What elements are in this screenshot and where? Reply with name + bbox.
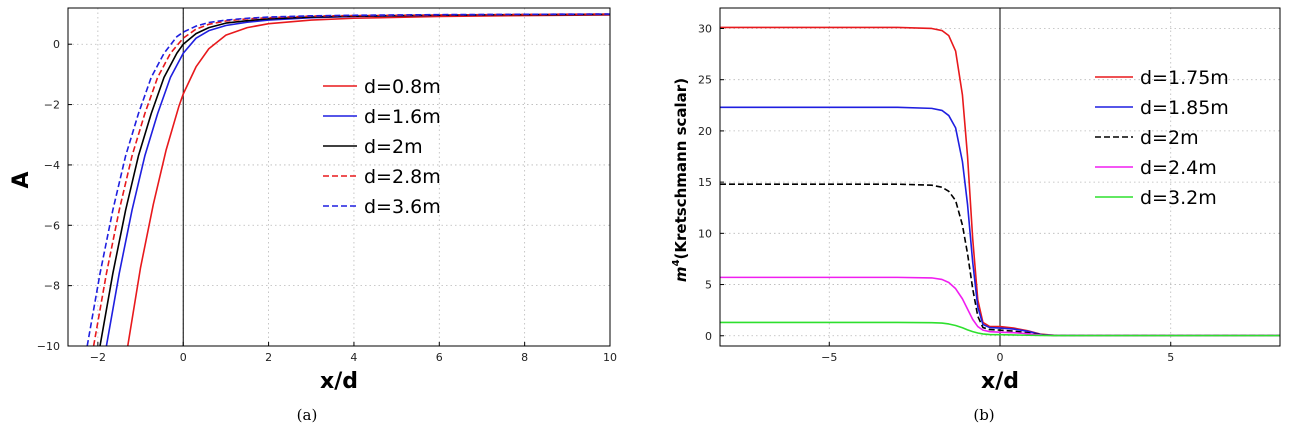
chart-a-series-line-1 xyxy=(105,13,610,346)
chart-a-legend-label-0: d=0.8m xyxy=(364,76,441,98)
chart-b-caption: (b) xyxy=(973,406,994,424)
chart-a-x-axis-label: x/d xyxy=(320,369,358,394)
chart-b-x-tick-label-2: 5 xyxy=(1167,351,1174,364)
chart-panel-a: −2 0 2 4 6 8 10 −10 −8 −6 −4 −2 0 x/d A d=0.8m d=1.6… xyxy=(9,7,617,424)
chart-b-x-axis-label: x/d xyxy=(981,369,1019,394)
chart-b-y-tick-label-5: 25 xyxy=(698,74,712,87)
chart-a-legend-label-3: d=2.8m xyxy=(364,166,441,188)
chart-a-caption: (a) xyxy=(297,406,318,424)
chart-b-legend-label-3: d=2.4m xyxy=(1140,157,1217,179)
chart-a-grid xyxy=(68,8,611,347)
chart-a-legend-label-2: d=2m xyxy=(364,136,423,158)
chart-a-x-ticks: −2 0 2 4 6 8 10 xyxy=(90,342,617,364)
chart-b-legend: d=1.75m d=1.85m d=2m d=2.4m d=3.2m xyxy=(1095,67,1229,209)
chart-b-y-axis-label-sup: 4 xyxy=(671,259,682,266)
chart-b-x-tick-label-1: 0 xyxy=(997,351,1004,364)
chart-a-y-tick-label-5: 0 xyxy=(53,38,60,51)
chart-panel-b: −5 0 5 0 5 10 15 20 25 30 x/d m4(Kretschmann sca… xyxy=(671,7,1281,424)
chart-a-y-tick-label-1: −8 xyxy=(44,280,60,293)
chart-a-y-axis-label: A xyxy=(9,171,34,188)
chart-b-y-tick-label-0: 0 xyxy=(705,330,712,343)
chart-a-legend: d=0.8m d=1.6m d=2m d=2.8m d=3.6m xyxy=(323,76,441,218)
chart-b-y-axis-label-main: m xyxy=(672,266,690,282)
chart-a-y-tick-label-2: −6 xyxy=(44,219,60,232)
chart-b-legend-label-0: d=1.75m xyxy=(1140,67,1229,89)
chart-a-series xyxy=(86,13,610,346)
chart-b-y-tick-label-6: 30 xyxy=(698,22,712,35)
chart-a-x-tick-label-1: 0 xyxy=(180,351,187,364)
chart-a-x-tick-label-5: 8 xyxy=(521,351,528,364)
chart-a-legend-label-1: d=1.6m xyxy=(364,106,441,128)
chart-a-frame xyxy=(67,7,611,347)
chart-a-x-tick-label-0: −2 xyxy=(90,351,106,364)
chart-a-x-tick-label-3: 4 xyxy=(350,351,357,364)
chart-a-x-tick-label-6: 10 xyxy=(603,351,617,364)
chart-b-legend-label-2: d=2m xyxy=(1140,127,1199,149)
chart-b-series-line-4 xyxy=(720,321,1280,337)
chart-b-y-tick-label-4: 20 xyxy=(698,125,712,138)
chart-b-legend-label-4: d=3.2m xyxy=(1140,187,1217,209)
chart-b-y-tick-label-2: 10 xyxy=(698,227,712,240)
chart-a-x-tick-label-2: 2 xyxy=(265,351,272,364)
chart-b-y-ticks: 0 5 10 15 20 25 30 xyxy=(698,22,724,343)
chart-a-x-tick-label-4: 6 xyxy=(436,351,443,364)
chart-b-x-ticks: −5 0 5 xyxy=(821,342,1174,364)
chart-b-x-tick-label-0: −5 xyxy=(821,351,837,364)
chart-a-series-line-0 xyxy=(126,14,610,346)
chart-b-y-axis-label: m4(Kretschmann scalar) xyxy=(671,78,690,282)
chart-b-y-axis-label-rest: (Kretschmann scalar) xyxy=(672,78,690,260)
chart-a-y-tick-label-0: −10 xyxy=(37,340,60,353)
chart-b-y-tick-label-1: 5 xyxy=(705,279,712,292)
chart-a-series-line-3 xyxy=(92,13,610,346)
chart-a-series-line-4 xyxy=(86,13,610,346)
chart-a-y-tick-label-3: −4 xyxy=(44,159,60,172)
chart-a-legend-label-4: d=3.6m xyxy=(364,196,441,218)
chart-a-y-ticks: −10 −8 −6 −4 −2 0 xyxy=(37,38,72,353)
chart-b-series xyxy=(720,26,1280,337)
chart-b-legend-label-1: d=1.85m xyxy=(1140,97,1229,119)
chart-b-y-tick-label-3: 15 xyxy=(698,176,712,189)
chart-a-series-line-2 xyxy=(99,13,610,346)
chart-a-y-tick-label-4: −2 xyxy=(44,99,60,112)
